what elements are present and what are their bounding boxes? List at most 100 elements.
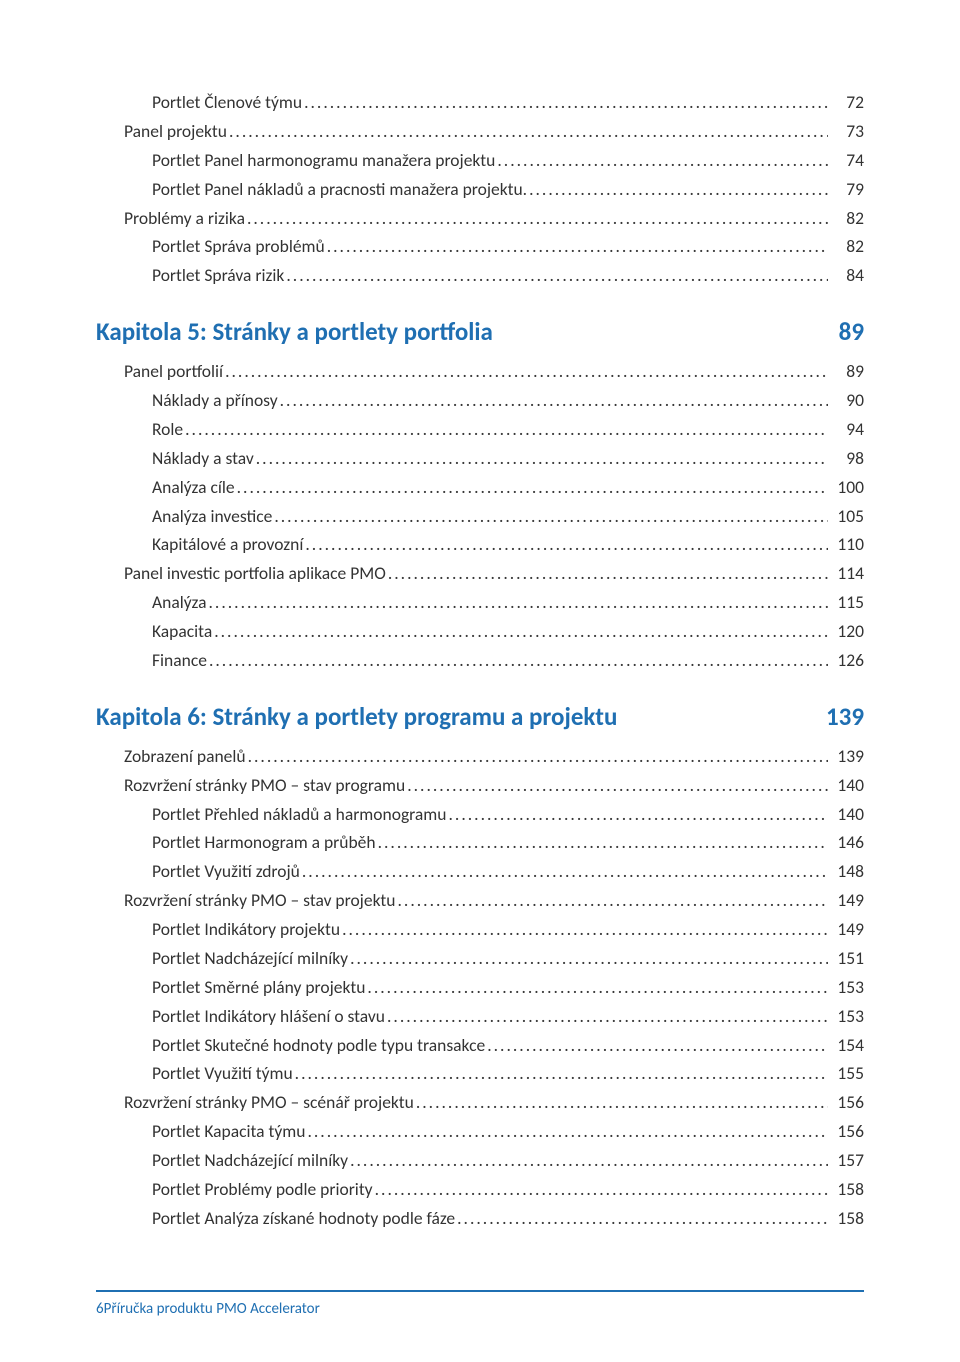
toc-entry: Portlet Panel nákladů a pracnosti manaže… (96, 175, 864, 204)
toc-entry-label: Finance (152, 646, 207, 675)
toc-entry-label: Kapitálové a provozní (152, 530, 303, 559)
toc-leader-dots (303, 530, 828, 559)
toc-entry: Portlet Analýza získané hodnoty podle fá… (96, 1204, 864, 1233)
toc-entry-page: 149 (828, 915, 864, 944)
toc-entry: Rozvržení stránky PMO – stav programu140 (96, 771, 864, 800)
toc-entry-page: 114 (828, 559, 864, 588)
toc-leader-dots (272, 502, 828, 531)
toc-entry-label: Panel projektu (124, 117, 227, 146)
toc-entry-page: 153 (828, 1002, 864, 1031)
toc-entry: Portlet Správa rizik84 (96, 261, 864, 290)
footer-page-number: 6 (96, 1300, 104, 1318)
toc-entry: Portlet Členové týmu 72 (96, 88, 864, 117)
toc-entry-page: 115 (828, 588, 864, 617)
toc-entry: Analýza investice105 (96, 502, 864, 531)
toc-entry-page: 155 (828, 1059, 864, 1088)
toc-leader-dots (245, 204, 828, 233)
toc-entry: Portlet Nadcházející milníky 151 (96, 944, 864, 973)
toc-leader-dots (495, 146, 828, 175)
toc-entry-label: Portlet Nadcházející milníky (152, 1146, 348, 1175)
toc-entry-label: Analýza (152, 588, 207, 617)
toc-entry-page: 89 (828, 357, 864, 386)
toc-entry-page: 157 (828, 1146, 864, 1175)
toc-entry-page: 74 (828, 146, 864, 175)
toc-leader-dots (254, 444, 828, 473)
toc-leader-dots (386, 559, 828, 588)
toc-entry: Náklady a přínosy 90 (96, 386, 864, 415)
toc-leader-dots (284, 261, 828, 290)
toc-entry-label: Portlet Nadcházející milníky (152, 944, 348, 973)
toc-entry: Portlet Nadcházející milníky 157 (96, 1146, 864, 1175)
footer-rule (96, 1290, 864, 1292)
toc-entry-page: 154 (828, 1031, 864, 1060)
toc-entry: Rozvržení stránky PMO – scénář projektu 1… (96, 1088, 864, 1117)
toc-entry: Panel investic portfolia aplikace PMO114 (96, 559, 864, 588)
toc-entry-page: 148 (828, 857, 864, 886)
toc-entry: Portlet Harmonogram a průběh146 (96, 828, 864, 857)
toc-entry-page: 90 (828, 386, 864, 415)
toc-entry-label: Portlet Problémy podle priority (152, 1175, 373, 1204)
toc-entry-label: Náklady a stav (152, 444, 254, 473)
toc-entry-label: Portlet Členové týmu (152, 88, 302, 117)
toc-entry-page: 110 (828, 530, 864, 559)
toc-entry-label: Zobrazení panelů (124, 742, 246, 771)
toc-entry-page: 126 (828, 646, 864, 675)
toc-entry-page: 156 (828, 1088, 864, 1117)
toc-entry: Portlet Využití týmu155 (96, 1059, 864, 1088)
toc-entry: Panel portfolií89 (96, 357, 864, 386)
toc-entry: Portlet Přehled nákladů a harmonogramu14… (96, 800, 864, 829)
toc-entry-label: Portlet Využití zdrojů (152, 857, 300, 886)
toc-leader-dots (293, 1059, 828, 1088)
toc-entry-label: Rozvržení stránky PMO – stav programu (124, 771, 405, 800)
toc-leader-dots (446, 800, 828, 829)
table-of-contents: Portlet Členové týmu72Panel projektu73Po… (96, 88, 864, 1233)
toc-entry-label: Analýza cíle (152, 473, 235, 502)
toc-leader-dots (405, 771, 828, 800)
toc-entry: Rozvržení stránky PMO – stav projektu149 (96, 886, 864, 915)
toc-entry-label: Rozvržení stránky PMO – scénář projektu (124, 1088, 414, 1117)
toc-entry-label: Portlet Kapacita týmu (152, 1117, 305, 1146)
page-footer: 6Příručka produktu PMO Accelerator (96, 1290, 864, 1318)
toc-entry-page: 153 (828, 973, 864, 1002)
toc-leader-dots (207, 588, 829, 617)
toc-entry-page: 158 (828, 1204, 864, 1233)
toc-chapter-heading: Kapitola 5: Stránky a portlety portfolia… (96, 316, 864, 347)
toc-entry: Portlet Správa problémů82 (96, 232, 864, 261)
footer-product-name: Příručka produktu PMO Accelerator (104, 1300, 320, 1318)
toc-entry: Problémy a rizika82 (96, 204, 864, 233)
toc-entry-page: 72 (828, 88, 864, 117)
toc-entry-page: 151 (828, 944, 864, 973)
toc-entry-label: Náklady a přínosy (152, 386, 278, 415)
toc-entry-label: Kapacita (152, 617, 212, 646)
toc-leader-dots (414, 1088, 828, 1117)
toc-leader-dots (235, 473, 828, 502)
toc-entry-page: 82 (828, 232, 864, 261)
toc-entry-label: Portlet Správa rizik (152, 261, 284, 290)
toc-entry-page: 100 (828, 473, 864, 502)
footer-text: 6Příručka produktu PMO Accelerator (96, 1300, 864, 1318)
toc-entry: Analýza 115 (96, 588, 864, 617)
toc-entry: Portlet Skutečné hodnoty podle typu tran… (96, 1031, 864, 1060)
toc-leader-dots (246, 742, 828, 771)
toc-entry: Finance 126 (96, 646, 864, 675)
toc-entry: Náklady a stav 98 (96, 444, 864, 473)
toc-leader-dots (305, 1117, 828, 1146)
toc-chapter-title: Kapitola 5: Stránky a portlety portfolia (96, 316, 818, 347)
toc-leader-dots (527, 175, 828, 204)
toc-entry: Portlet Směrné plány projektu 153 (96, 973, 864, 1002)
toc-entry-page: 94 (828, 415, 864, 444)
toc-leader-dots (348, 944, 828, 973)
toc-leader-dots (207, 646, 828, 675)
toc-entry-page: 149 (828, 886, 864, 915)
toc-chapter-heading: Kapitola 6: Stránky a portlety programu … (96, 701, 864, 732)
toc-entry-page: 98 (828, 444, 864, 473)
toc-entry-label: Portlet Indikátory projektu (152, 915, 340, 944)
toc-entry-label: Portlet Přehled nákladů a harmonogramu (152, 800, 446, 829)
toc-leader-dots (227, 117, 828, 146)
toc-leader-dots (396, 886, 829, 915)
toc-entry-label: Portlet Směrné plány projektu (152, 973, 365, 1002)
toc-leader-dots (348, 1146, 828, 1175)
toc-entry-label: Portlet Panel nákladů a pracnosti manaže… (152, 175, 527, 204)
toc-entry: Portlet Problémy podle priority158 (96, 1175, 864, 1204)
toc-entry: Panel projektu73 (96, 117, 864, 146)
